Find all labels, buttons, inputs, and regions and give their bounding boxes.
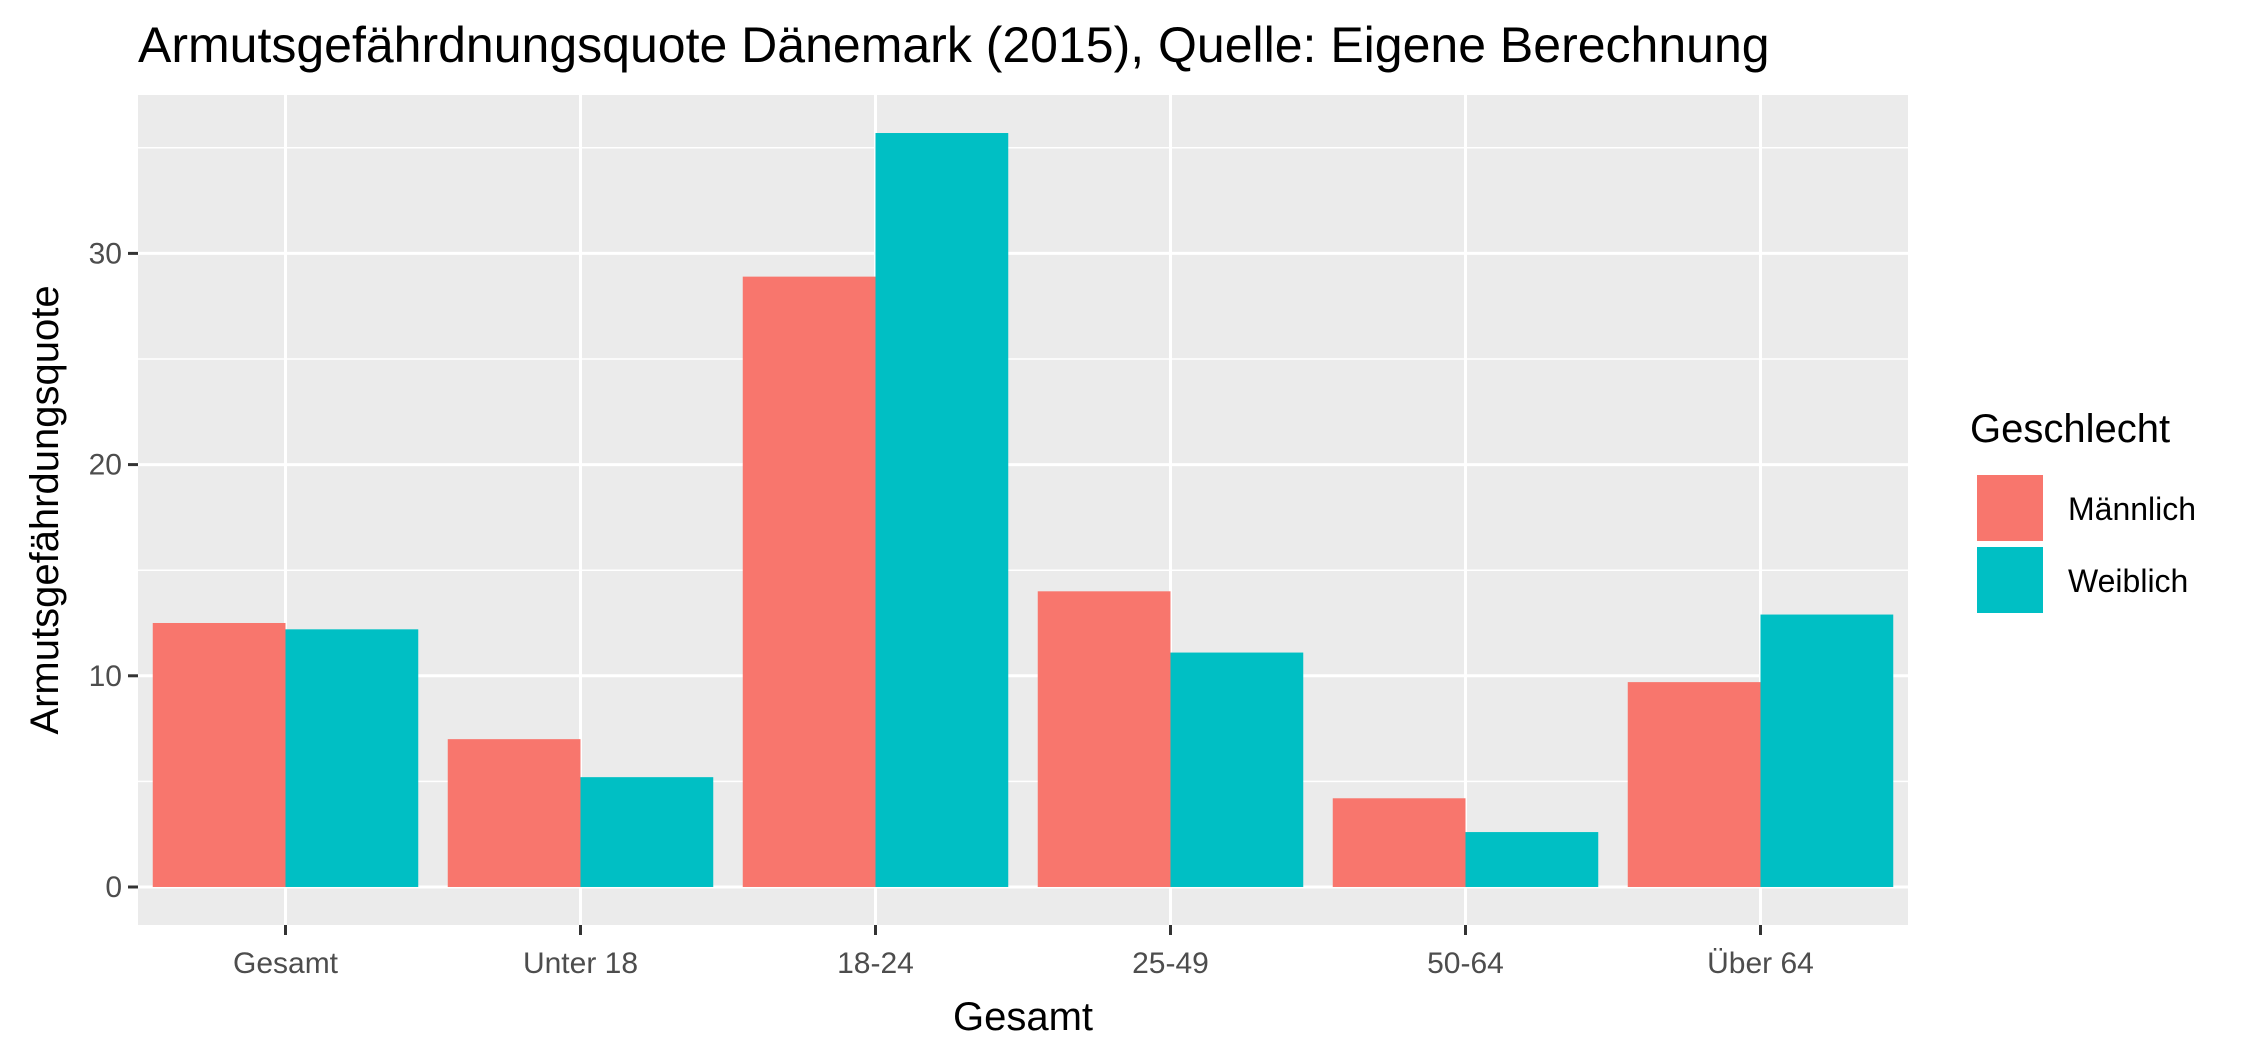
bar [1037, 591, 1171, 887]
x-tick-label: Unter 18 [523, 947, 638, 980]
x-tick-label: 50-64 [1427, 947, 1504, 980]
y-tick-label: 20 [89, 449, 122, 482]
bar [447, 739, 581, 887]
bar [1170, 652, 1304, 887]
legend-label: Weiblich [2068, 563, 2188, 599]
y-tick-label: 30 [89, 237, 122, 270]
bar [1627, 682, 1761, 887]
y-axis-title: Armutsgefährdungsquote [23, 285, 67, 734]
x-tick-label: Gesamt [233, 947, 339, 980]
bar [152, 622, 286, 887]
x-tick-label: 25-49 [1132, 947, 1209, 980]
y-tick-label: 10 [89, 660, 122, 693]
legend: Geschlecht Männlich Weiblich [1970, 407, 2196, 613]
minor-gridlines [138, 147, 1908, 783]
bar [285, 629, 419, 887]
chart-title: Armutsgefährdnungsquote Dänemark (2015),… [138, 17, 1770, 73]
y-axis: 0 10 20 30 [89, 237, 138, 904]
x-tick-label: 18-24 [837, 947, 914, 980]
legend-title: Geschlecht [1970, 407, 2170, 451]
y-tick-label: 0 [105, 871, 122, 904]
bar [1760, 614, 1894, 887]
bar [1332, 798, 1466, 887]
bar [580, 777, 714, 887]
x-axis-title: Gesamt [953, 995, 1093, 1039]
bar [875, 133, 1009, 887]
legend-key [1977, 475, 2043, 541]
legend-label: Männlich [2068, 491, 2196, 527]
bars [152, 133, 1894, 887]
x-tick-label: Über 64 [1707, 947, 1814, 980]
bar [742, 276, 876, 887]
plot-panel [138, 95, 1908, 925]
bar [1465, 832, 1599, 887]
x-axis: Gesamt Unter 18 18-24 25-49 50-64 Über 64 [233, 925, 1814, 980]
legend-key [1977, 547, 2043, 613]
